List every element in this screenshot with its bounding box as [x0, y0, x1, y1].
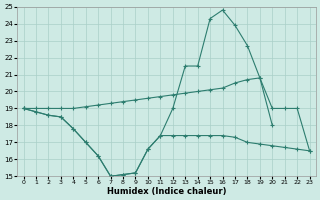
X-axis label: Humidex (Indice chaleur): Humidex (Indice chaleur) — [107, 187, 226, 196]
